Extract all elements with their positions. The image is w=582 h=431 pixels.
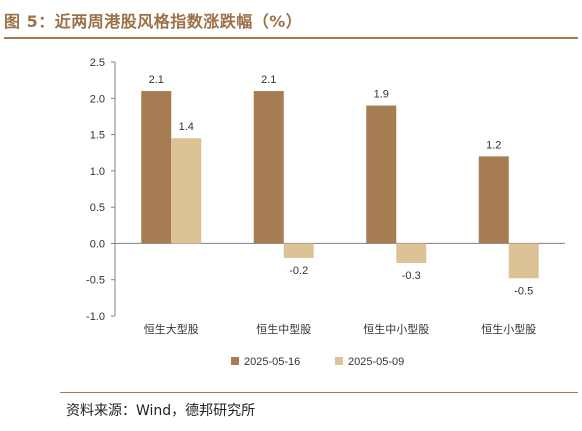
source-note: 资料来源：Wind，德邦研究所 xyxy=(66,403,256,419)
bar xyxy=(508,243,539,279)
bar xyxy=(253,91,284,244)
data-label: -0.2 xyxy=(289,265,308,277)
legend-label: 2025-05-09 xyxy=(348,356,404,368)
y-tick-label: 1.0 xyxy=(90,166,105,178)
x-tick-label: 恒生小型股 xyxy=(481,322,536,336)
x-tick-label: 恒生中小型股 xyxy=(363,322,429,336)
title-rule xyxy=(4,37,578,39)
y-tick-label: -0.5 xyxy=(86,275,105,287)
y-tick-label: 0.5 xyxy=(90,202,105,214)
y-tick-label: 0.0 xyxy=(90,238,105,250)
bottom-rule xyxy=(60,392,578,393)
data-label: 2.1 xyxy=(261,74,276,86)
y-tick-label: -1.0 xyxy=(86,311,105,323)
legend-swatch xyxy=(231,357,239,365)
bar xyxy=(396,243,427,264)
legend-swatch xyxy=(335,357,343,365)
data-label: 1.9 xyxy=(374,89,389,101)
bar xyxy=(366,105,397,244)
y-tick-label: 2.5 xyxy=(90,57,105,69)
x-tick-label: 恒生大型股 xyxy=(144,322,199,336)
data-label: -0.5 xyxy=(514,285,533,297)
bar xyxy=(171,138,202,244)
data-label: 1.4 xyxy=(179,121,194,133)
figure-title: 图 5：近两周港股风格指数涨跌幅（%） xyxy=(4,12,303,31)
x-tick-label: 恒生中型股 xyxy=(256,322,311,336)
y-tick-label: 2.0 xyxy=(90,93,105,105)
bar xyxy=(478,156,509,244)
bar xyxy=(283,243,314,258)
legend-label: 2025-05-16 xyxy=(244,356,300,368)
data-label: -0.3 xyxy=(402,270,421,282)
data-label: 1.2 xyxy=(486,139,501,151)
y-tick-label: 1.5 xyxy=(90,130,105,142)
data-label: 2.1 xyxy=(149,74,164,86)
bar-chart: -1.0 -0.5 0.0 0.5 1.0 1.5 2.0 2.5 2.1 1.4 恒生大型股 2.1… xyxy=(86,57,565,368)
bar xyxy=(141,91,172,244)
